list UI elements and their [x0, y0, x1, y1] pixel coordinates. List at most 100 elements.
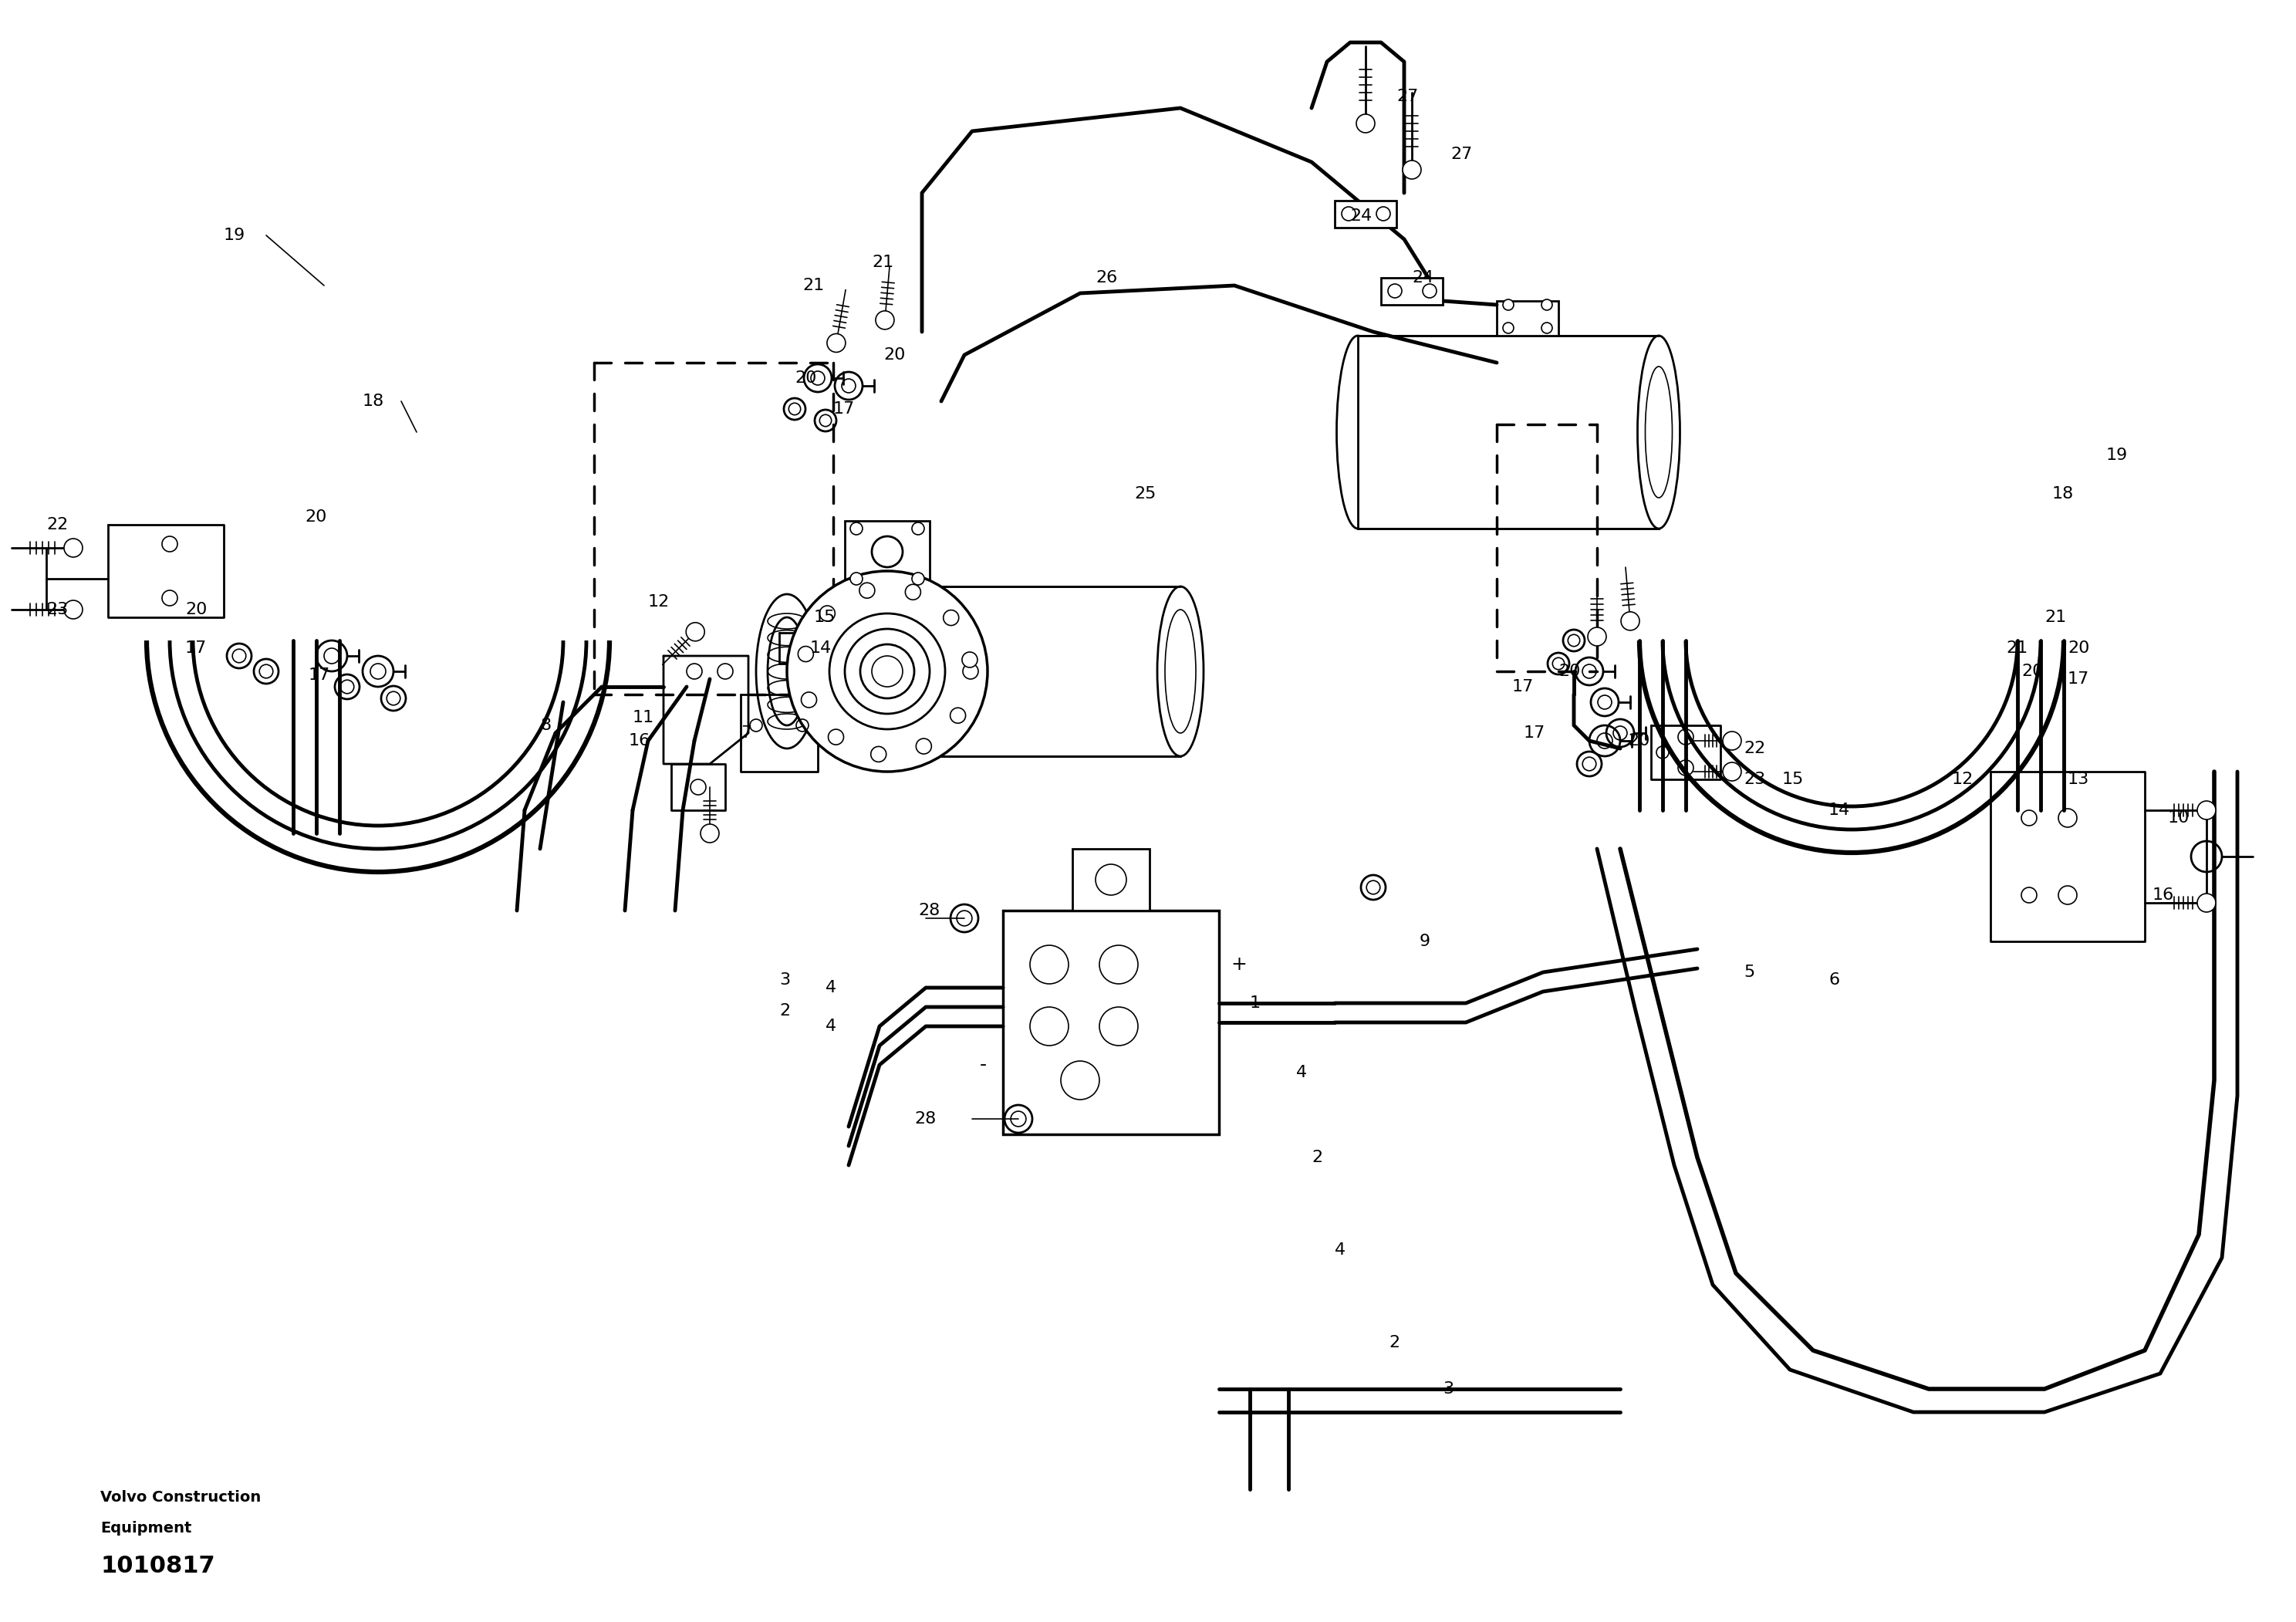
- Text: -: -: [980, 1056, 987, 1074]
- Bar: [1380, 277, 1442, 305]
- Text: 20: 20: [1559, 663, 1580, 680]
- Circle shape: [700, 824, 719, 843]
- Circle shape: [850, 573, 863, 586]
- Text: 15: 15: [815, 610, 836, 624]
- Text: 4: 4: [827, 1019, 836, 1033]
- Circle shape: [2197, 801, 2216, 819]
- Text: 28: 28: [918, 903, 939, 918]
- Circle shape: [962, 652, 978, 667]
- Text: Equipment: Equipment: [101, 1520, 191, 1534]
- Ellipse shape: [767, 618, 806, 725]
- Text: 17: 17: [1525, 725, 1545, 741]
- Text: 14: 14: [810, 641, 831, 655]
- Circle shape: [1541, 323, 1552, 334]
- Circle shape: [1357, 114, 1375, 133]
- Circle shape: [788, 571, 987, 772]
- Circle shape: [827, 334, 845, 352]
- Circle shape: [905, 584, 921, 600]
- Circle shape: [1589, 628, 1607, 646]
- Circle shape: [64, 539, 83, 556]
- Text: 15: 15: [1782, 772, 1805, 787]
- Text: 2: 2: [1311, 1150, 1322, 1165]
- Polygon shape: [670, 764, 726, 811]
- Text: 5: 5: [1743, 965, 1754, 980]
- Text: 21: 21: [872, 255, 893, 271]
- Circle shape: [850, 522, 863, 535]
- Polygon shape: [742, 694, 817, 772]
- Text: 20: 20: [2069, 641, 2089, 655]
- Text: 21: 21: [801, 277, 824, 294]
- Polygon shape: [664, 655, 748, 764]
- Circle shape: [870, 746, 886, 762]
- Text: 8: 8: [540, 717, 551, 733]
- Bar: [1003, 910, 1219, 1134]
- Circle shape: [801, 693, 817, 707]
- Circle shape: [829, 730, 843, 744]
- Text: 20: 20: [305, 509, 326, 526]
- Circle shape: [820, 605, 836, 621]
- Text: 17: 17: [308, 668, 331, 683]
- Text: 3: 3: [778, 972, 790, 988]
- Text: 23: 23: [46, 602, 69, 618]
- Circle shape: [1722, 762, 1740, 780]
- Circle shape: [687, 623, 705, 641]
- Circle shape: [799, 646, 813, 662]
- Ellipse shape: [755, 594, 817, 748]
- Text: 7: 7: [742, 725, 751, 741]
- Text: 25: 25: [1134, 487, 1155, 501]
- Circle shape: [861, 644, 914, 699]
- Text: Volvo Construction: Volvo Construction: [101, 1489, 262, 1504]
- Circle shape: [916, 738, 932, 754]
- Bar: [1497, 302, 1559, 336]
- Text: 13: 13: [2069, 772, 2089, 787]
- Text: 17: 17: [833, 401, 854, 417]
- Text: 18: 18: [2053, 487, 2073, 501]
- Text: 27: 27: [1396, 89, 1419, 104]
- Text: 17: 17: [1513, 680, 1534, 694]
- Text: 16: 16: [2154, 887, 2174, 903]
- Text: 19: 19: [2105, 448, 2128, 462]
- Circle shape: [1504, 300, 1513, 310]
- Text: 26: 26: [1095, 271, 1118, 285]
- Ellipse shape: [1336, 336, 1380, 529]
- Text: 22: 22: [46, 517, 69, 532]
- Bar: [1334, 201, 1396, 227]
- Circle shape: [64, 600, 83, 620]
- Text: 4: 4: [827, 980, 836, 996]
- Ellipse shape: [1637, 336, 1681, 529]
- Text: 2: 2: [778, 1002, 790, 1019]
- Text: 21: 21: [2007, 641, 2027, 655]
- Circle shape: [912, 522, 925, 535]
- Text: 2: 2: [1389, 1335, 1401, 1351]
- Text: 24: 24: [1412, 271, 1433, 285]
- Text: 9: 9: [1419, 934, 1430, 949]
- Text: 20: 20: [794, 370, 817, 386]
- Text: +: +: [1231, 955, 1247, 973]
- Text: 14: 14: [1828, 803, 1851, 817]
- Text: 22: 22: [1743, 741, 1766, 756]
- Polygon shape: [1651, 725, 1720, 779]
- Bar: [845, 521, 930, 587]
- Bar: [1357, 336, 1658, 529]
- Bar: [886, 587, 1180, 756]
- Text: 20: 20: [884, 347, 905, 363]
- Text: 23: 23: [1743, 772, 1766, 787]
- Polygon shape: [108, 526, 223, 618]
- Text: 4: 4: [1334, 1242, 1345, 1257]
- Circle shape: [1504, 323, 1513, 334]
- Text: 10: 10: [2167, 811, 2190, 826]
- Circle shape: [951, 707, 967, 723]
- Circle shape: [875, 311, 893, 329]
- Text: 16: 16: [629, 733, 650, 748]
- Text: 20: 20: [1628, 733, 1651, 748]
- Text: 20: 20: [2020, 663, 2043, 680]
- Text: 6: 6: [1828, 972, 1839, 988]
- Text: 11: 11: [634, 710, 654, 725]
- Text: 4: 4: [1297, 1066, 1306, 1080]
- Circle shape: [872, 537, 902, 568]
- Text: 19: 19: [223, 227, 246, 243]
- Polygon shape: [778, 633, 827, 663]
- Ellipse shape: [1157, 587, 1203, 756]
- Text: 3: 3: [1442, 1382, 1453, 1397]
- Circle shape: [1403, 161, 1421, 178]
